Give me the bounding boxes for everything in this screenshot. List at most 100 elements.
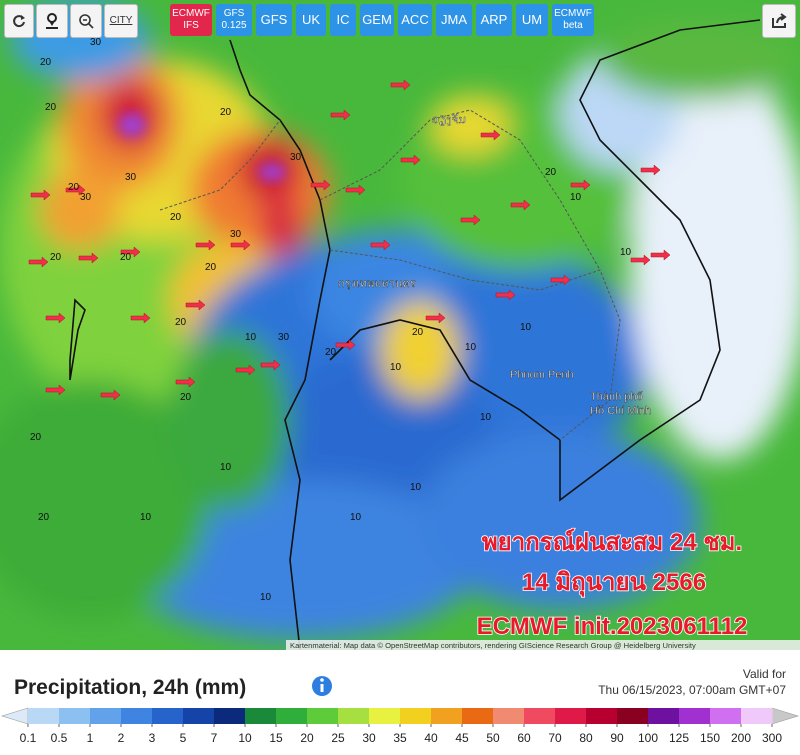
contour-label: 20 (170, 212, 182, 223)
wind-arrow (260, 359, 281, 371)
scale-label: 100 (638, 731, 658, 745)
wind-arrow (45, 312, 66, 324)
wind-arrow (640, 164, 661, 176)
contour-label: 10 (620, 247, 632, 258)
contour-label: 10 (245, 332, 257, 343)
model-label: UM (521, 12, 543, 27)
attribution: Kartenmaterial: Map data © OpenStreetMap… (290, 641, 696, 650)
scale-label: 20 (300, 731, 314, 745)
scale-swatch (741, 708, 773, 724)
wind-arrow (370, 239, 391, 251)
scale-swatch (152, 708, 184, 724)
contour-label: 30 (90, 37, 102, 48)
model-button[interactable]: ARP (476, 4, 512, 36)
scale-label: 45 (455, 731, 469, 745)
wind-arrow (235, 364, 256, 376)
contour-label: 20 (412, 327, 424, 338)
contour-label: 10 (480, 412, 492, 423)
contour-label: 30 (278, 332, 290, 343)
place-label: ວຽງຈັນ (432, 113, 466, 126)
scale-swatch (617, 708, 649, 724)
share-button[interactable] (762, 4, 796, 38)
above-arrow (771, 707, 800, 725)
contour-label: 10 (410, 482, 422, 493)
wind-arrow (120, 246, 141, 258)
model-button[interactable]: IC (330, 4, 356, 36)
contour-label: 10 (570, 192, 582, 203)
wind-arrow (175, 376, 196, 388)
model-button[interactable]: GEM (360, 4, 394, 36)
color-scale: 0.1 0.5 1 2 3 5 7 10 15 20 25 30 35 40 45 50 60 70 80 90 100… (0, 707, 800, 745)
model-button[interactable]: ECMWF beta (552, 4, 594, 36)
scale-label: 125 (669, 731, 689, 745)
scale-swatch (90, 708, 122, 724)
model-button[interactable]: UM (516, 4, 548, 36)
model-button[interactable]: GFS 0.125 (216, 4, 252, 36)
place-label: Thành phố (590, 391, 643, 403)
scale-label: 60 (517, 731, 531, 745)
wind-arrow (630, 254, 651, 266)
model-label: IC (336, 12, 350, 27)
contour-label: 20 (30, 432, 42, 443)
location-button[interactable] (36, 4, 68, 38)
overlay-line: ECMWF init.2023061112 (477, 613, 748, 640)
model-button[interactable]: GFS (256, 4, 292, 36)
wind-arrow (400, 154, 421, 166)
model-label: GFS (260, 12, 288, 27)
wind-arrow (65, 184, 86, 196)
valid-label: Valid for (743, 667, 786, 681)
wind-arrow (310, 179, 331, 191)
wind-arrow (460, 214, 481, 226)
scale-swatch (183, 708, 215, 724)
model-button[interactable]: ACC (398, 4, 432, 36)
scale-label: 5 (180, 731, 187, 745)
place-label: Hồ Chí Minh (590, 405, 651, 417)
wind-arrow (390, 79, 411, 91)
scale-label: 15 (269, 731, 283, 745)
legend-panel: Precipitation, 24h (mm) Valid for Thu 06… (0, 650, 800, 750)
model-button[interactable]: JMA (436, 4, 472, 36)
model-label: 0.125 (221, 20, 247, 31)
contour-label: 10 (465, 342, 477, 353)
wind-arrow (510, 199, 531, 211)
model-button[interactable]: UK (296, 4, 326, 36)
scale-label: 150 (700, 731, 720, 745)
model-label: JMA (441, 12, 467, 27)
scale-swatch (493, 708, 525, 724)
model-label: beta (563, 20, 583, 31)
scale-label: 200 (731, 731, 751, 745)
scale-swatch (524, 708, 556, 724)
wind-arrow (130, 312, 151, 324)
scale-label: 10 (238, 731, 252, 745)
city-button[interactable]: CITY (104, 4, 138, 38)
scale-label: 7 (211, 731, 218, 745)
wind-arrow (425, 312, 446, 324)
scale-label: 2 (118, 731, 125, 745)
contour-label: 10 (260, 592, 272, 603)
scale-swatch (59, 708, 91, 724)
wind-arrow (195, 239, 216, 251)
legend: Precipitation, 24h (mm) Valid for Thu 06… (0, 667, 800, 745)
model-label: ARP (480, 12, 508, 27)
valid-time: Thu 06/15/2023, 07:00am GMT+07 (598, 683, 786, 697)
scale-swatch (245, 708, 277, 724)
scale-label: 1 (87, 731, 94, 745)
refresh-button[interactable] (4, 4, 34, 38)
scale-label: 0.1 (20, 731, 37, 745)
zoom-button[interactable] (70, 4, 102, 38)
contour-label: 20 (205, 262, 217, 273)
scale-swatch (214, 708, 246, 724)
scale-label: 35 (393, 731, 407, 745)
contour-label: 20 (38, 512, 50, 523)
contour-label: 10 (520, 322, 532, 333)
wind-arrows (28, 79, 671, 401)
wind-arrow (330, 109, 351, 121)
contour-label: 10 (390, 362, 402, 373)
model-button[interactable]: ECMWF IFS (170, 4, 212, 36)
scale-label: 70 (548, 731, 562, 745)
contour-label: 20 (180, 392, 192, 403)
scale-label: 0.5 (51, 731, 68, 745)
overlay-line: พยากรณ์ฝนสะสม 24 ชม. (482, 528, 742, 556)
